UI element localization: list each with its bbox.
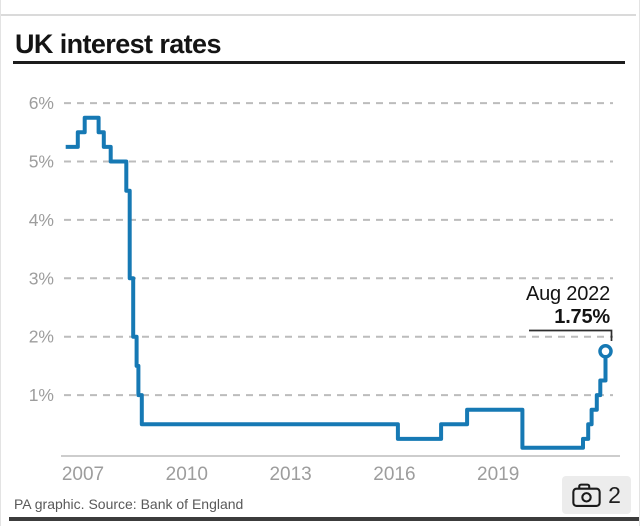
photo-count-badge[interactable]: 2: [562, 476, 631, 514]
rate-line: [65, 115, 608, 450]
x-tick-label: 2019: [477, 464, 519, 485]
x-tick-label: 2010: [166, 464, 208, 485]
top-divider: [1, 14, 636, 16]
x-tick-label: 2016: [373, 464, 415, 485]
end-point-marker: [598, 344, 613, 359]
source-credit: PA graphic. Source: Bank of England: [14, 496, 244, 512]
annotation-leader-line: [529, 329, 613, 341]
y-tick-label: 6%: [29, 93, 54, 113]
x-tick-label: 2013: [269, 464, 311, 485]
title-underline: [13, 61, 625, 64]
y-tick-label: 1%: [29, 385, 54, 405]
chart-title: UK interest rates: [15, 29, 221, 59]
y-tick-label: 2%: [29, 327, 54, 347]
annotation-date: Aug 2022: [525, 283, 610, 305]
x-tick-label: 2007: [62, 464, 104, 485]
y-tick-label: 3%: [29, 268, 54, 288]
y-tick-label: 5%: [29, 152, 54, 172]
peak-annotation: Aug 2022 1.75%: [526, 284, 610, 328]
y-tick-label: 4%: [29, 210, 54, 230]
bottom-divider: [9, 517, 639, 521]
photo-count: 2: [608, 481, 621, 508]
camera-icon: [572, 483, 601, 507]
annotation-value: 1.75%: [554, 306, 610, 328]
